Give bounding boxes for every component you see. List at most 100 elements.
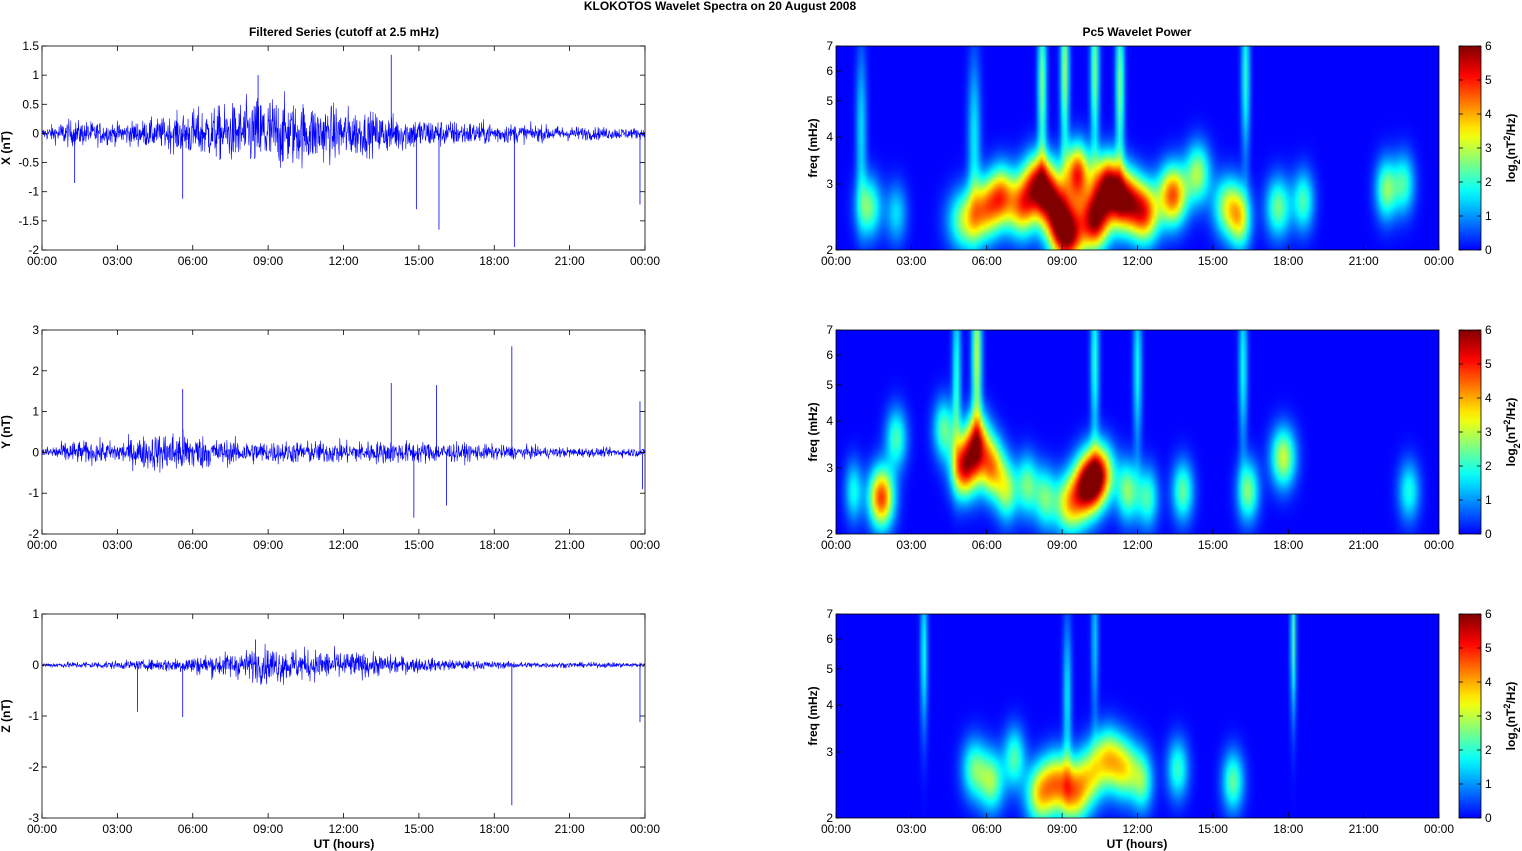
x-tick-label: 03:00 [102,538,132,552]
wavelet-panel-y: 00:00 03:00 06:00 09:00 12:00 15:00 18:00 21:00… [806,323,1522,552]
colorbar-label: log2(nT2/Hz) [1502,682,1522,751]
colorbar-tick-label: 2 [1485,459,1492,473]
colorbar-tick-label: 5 [1485,641,1492,655]
x-tick-label: 00:00 [27,538,57,552]
y-tick-label: 0 [32,126,39,140]
series-line-x [42,91,645,169]
y-tick-label: -2 [28,760,39,774]
colorbar-tick-label: 6 [1485,323,1492,337]
colorbar-label-part: (nT [1504,140,1518,159]
y-tick-label: 2 [826,243,833,257]
colorbar-label-part: log [1504,448,1518,466]
x-tick-label: 21:00 [555,822,585,836]
x-tick-label: 12:00 [328,538,358,552]
timeseries-panel-x: 00:00 03:00 06:00 09:00 12:00 15:00 18:00 21:00… [0,39,660,268]
y-tick-label: 2 [32,364,39,378]
x-tick-label: 00:00 [821,538,851,552]
y-tick-label: 7 [826,607,833,621]
y-tick-label: 2 [826,527,833,541]
y-tick-label: 0 [32,658,39,672]
colorbar-tick-label: 0 [1485,527,1492,541]
colorbar-label-part: log [1504,732,1518,750]
x-tick-label: 06:00 [972,822,1002,836]
x-tick-label: 21:00 [1349,822,1379,836]
x-tick-label: 09:00 [253,538,283,552]
plot-area [42,46,645,250]
y-tick-label: -1 [28,486,39,500]
colorbar-tick-label: 1 [1485,209,1492,223]
left-xlabel: UT (hours) [314,837,375,851]
y-tick-label: 1 [32,405,39,419]
colorbar-label-part: (nT [1504,424,1518,443]
x-tick-label: 06:00 [972,538,1002,552]
x-tick-label: 12:00 [328,254,358,268]
x-tick-label: 00:00 [1424,538,1454,552]
timeseries-panel-z: 00:00 03:00 06:00 09:00 12:00 15:00 18:00 21:00… [0,607,660,836]
colorbar-tick-label: 2 [1485,175,1492,189]
x-tick-label: 18:00 [1273,822,1303,836]
x-tick-label: 21:00 [555,254,585,268]
plot-area [42,330,645,534]
y-tick-label: 1 [32,607,39,621]
colorbar-tick-label: 1 [1485,493,1492,507]
colorbar-label-part: 2 [1502,420,1512,425]
x-tick-label: 21:00 [1349,254,1379,268]
colorbar-tick-label: 6 [1485,607,1492,621]
wavelet-panel-x: 00:00 03:00 06:00 09:00 12:00 15:00 18:00 21:00… [806,39,1522,268]
y-tick-label: 4 [826,698,833,712]
y-tick-label: 6 [826,348,833,362]
colorbar-label-part: (nT [1504,708,1518,727]
colorbar-label: log2(nT2/Hz) [1502,114,1522,183]
x-tick-label: 03:00 [896,538,926,552]
colorbar-tick-label: 3 [1485,141,1492,155]
x-tick-label: 00:00 [821,822,851,836]
x-tick-label: 15:00 [404,254,434,268]
x-tick-label: 12:00 [328,822,358,836]
x-tick-label: 00:00 [27,254,57,268]
x-tick-label: 00:00 [630,538,660,552]
colorbar-tick-label: 6 [1485,39,1492,53]
y-tick-label: 1 [32,68,39,82]
y-tick-label: -1 [28,185,39,199]
y-tick-label: -2 [28,243,39,257]
y-tick-label: 3 [826,745,833,759]
x-tick-label: 18:00 [1273,254,1303,268]
colorbar-tick-label: 0 [1485,811,1492,825]
y-tick-label: 2 [826,811,833,825]
y-tick-label: 3 [826,177,833,191]
y-tick-label: 3 [32,323,39,337]
colorbar-tick-label: 5 [1485,73,1492,87]
x-tick-label: 18:00 [479,822,509,836]
colorbar-label-part: /Hz) [1504,114,1518,136]
right-column-title: Pc5 Wavelet Power [1083,25,1192,39]
x-tick-label: 00:00 [821,254,851,268]
y-tick-label: -1 [28,709,39,723]
colorbar-tick-label: 3 [1485,425,1492,439]
y-axis-label: freq (mHz) [806,402,820,461]
x-tick-label: 18:00 [479,254,509,268]
x-tick-label: 15:00 [1198,538,1228,552]
y-tick-label: 1.5 [22,39,39,53]
colorbar-tick-label: 5 [1485,357,1492,371]
y-tick-label: -2 [28,527,39,541]
x-tick-label: 03:00 [102,822,132,836]
x-tick-label: 09:00 [253,822,283,836]
x-tick-label: 12:00 [1122,254,1152,268]
y-tick-label: -0.5 [18,156,39,170]
plot-area [42,614,645,818]
series-line-z [42,643,645,685]
x-tick-label: 00:00 [1424,254,1454,268]
y-tick-label: 4 [826,130,833,144]
y-tick-label: 6 [826,632,833,646]
colorbar-label-part: 2 [1502,136,1512,141]
colorbar-label-part: 2 [1502,704,1512,709]
y-tick-label: -1.5 [18,214,39,228]
x-tick-label: 03:00 [102,254,132,268]
colorbar-label-part: 2 [1512,727,1522,732]
x-tick-label: 09:00 [1047,254,1077,268]
colorbar-label-part: 2 [1512,443,1522,448]
y-tick-label: 3 [826,461,833,475]
x-tick-label: 15:00 [404,822,434,836]
y-axis-label: X (nT) [0,131,13,165]
series-line-y [42,429,645,473]
